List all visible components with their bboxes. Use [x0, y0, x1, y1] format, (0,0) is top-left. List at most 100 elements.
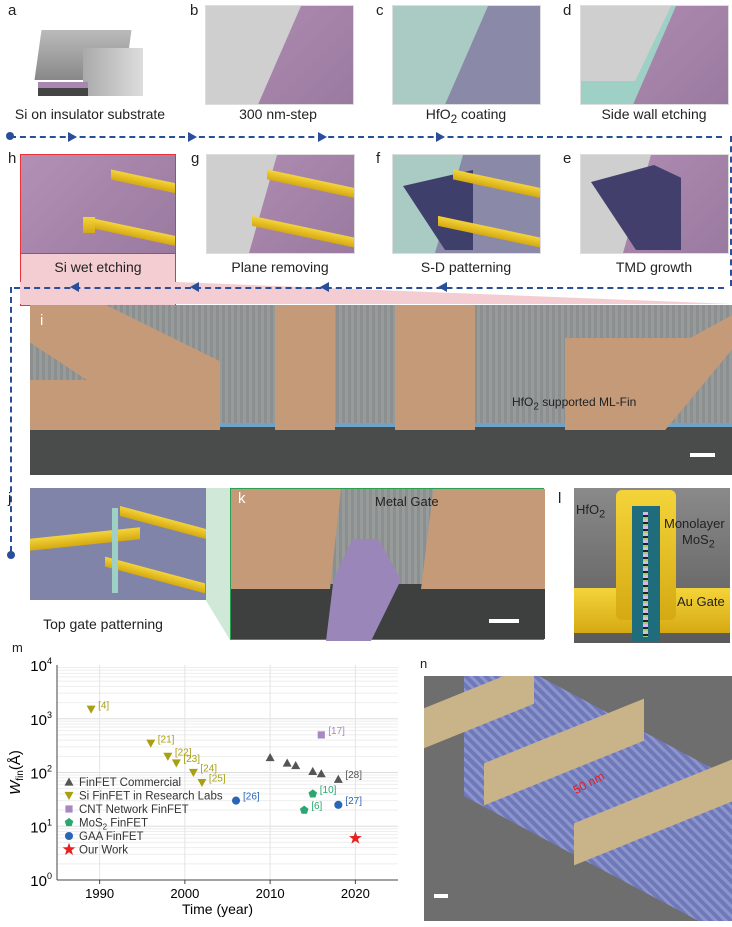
flow-arrow-down [10, 287, 16, 552]
legend-marker [64, 818, 74, 827]
step-render [205, 5, 354, 105]
panel-label-h: h [8, 150, 17, 167]
legend-entry: MoS2 FinFET [79, 818, 148, 832]
side-wall-render [580, 5, 729, 105]
y-tick-label: 100 [30, 871, 52, 890]
data-point [317, 731, 325, 739]
arrow-left-icon [320, 282, 329, 292]
legend-marker [64, 777, 74, 786]
data-label: [25] [209, 774, 226, 785]
legend-marker [62, 842, 76, 855]
flow-end-dot [7, 551, 15, 559]
y-tick-label: 103 [30, 710, 52, 729]
panel-label-j: j [8, 490, 12, 507]
sem-image-nanosheets: 50 nm [424, 676, 732, 921]
annotation-metal-gate: Metal Gate [375, 494, 439, 509]
data-point [334, 800, 343, 809]
caption-g: Plane removing [231, 259, 329, 275]
caption-f: S-D patterning [420, 259, 512, 275]
plane-removing-render [206, 154, 355, 254]
arrow-right-icon [68, 132, 77, 142]
x-tick-label: 2000 [170, 886, 199, 901]
highlight-wedge [20, 282, 732, 304]
soi-substrate-render [28, 20, 163, 100]
data-label: [6] [311, 801, 322, 812]
legend-entry: CNT Network FinFET [79, 804, 189, 816]
caption-j: Top gate patterning [43, 616, 163, 632]
label-au-gate: Au Gate [677, 594, 725, 609]
sd-patterning-render [392, 154, 541, 254]
caption-c: HfO2 coating [425, 106, 507, 126]
data-point [188, 768, 198, 777]
top-gate-render [30, 488, 206, 600]
data-point [265, 753, 275, 762]
sem-image-gate [230, 488, 545, 641]
sem-image-fins [30, 305, 732, 475]
panel-label-n: n [420, 656, 428, 671]
label-mos2: MoS2 [682, 532, 715, 551]
data-point [308, 766, 318, 775]
panel-label-d: d [563, 2, 572, 19]
data-label: [22] [175, 747, 192, 758]
data-label: [23] [183, 754, 200, 765]
data-point [291, 760, 301, 770]
scale-bar [489, 619, 519, 623]
arrow-left-icon [438, 282, 447, 292]
data-point [308, 789, 317, 798]
data-point [316, 769, 326, 778]
tmd-growth-render [580, 154, 729, 254]
arrow-left-icon [70, 282, 79, 292]
panel-label-i: i [40, 312, 44, 329]
legend-marker [64, 791, 74, 800]
data-point [86, 705, 96, 714]
scale-bar [690, 453, 715, 457]
y-tick-label: 101 [30, 817, 52, 836]
x-tick-label: 1990 [85, 886, 114, 901]
data-label: [17] [328, 726, 345, 737]
data-label: [26] [243, 792, 260, 803]
data-point [333, 774, 343, 783]
data-point [146, 739, 156, 748]
legend-entry: FinFET Commercial [79, 777, 181, 789]
legend-entry: Si FinFET in Research Labs [79, 791, 223, 803]
data-label: [4] [98, 700, 109, 711]
fin-width-chart: 1990 2000 2010 2020 100 101 102 103 104 Time (yea… [7, 656, 398, 917]
legend-entry: Our Work [79, 845, 128, 857]
arrow-left-icon [190, 282, 199, 292]
caption-b: 300 nm-step [239, 106, 317, 122]
legend-marker [64, 831, 74, 841]
data-point [282, 758, 292, 767]
flow-arrow-right-turn [720, 136, 732, 286]
panel-label-a: a [8, 2, 17, 19]
y-axis-label: Wfin(Å) [7, 750, 26, 795]
data-label: [10] [320, 785, 337, 796]
data-point [171, 759, 181, 768]
legend-entry: GAA FinFET [79, 831, 144, 843]
x-tick-label: 2010 [256, 886, 285, 901]
flow-start-dot [6, 132, 14, 140]
label-monolayer: Monolayer [664, 516, 725, 531]
data-point [349, 831, 362, 844]
panel-label-m: m [12, 640, 23, 655]
flow-arrow-top [10, 136, 722, 138]
data-label: [24] [200, 764, 217, 775]
si-wet-etching-render [20, 154, 176, 254]
arrow-right-icon [436, 132, 445, 142]
x-axis-label: Time (year) [182, 901, 253, 917]
panel-label-g: g [191, 150, 200, 167]
caption-d: Side wall etching [601, 106, 707, 122]
x-tick-label: 2020 [341, 886, 370, 901]
data-point [299, 805, 309, 814]
gaa-cross-section-render [574, 488, 730, 643]
caption-a: Si on insulator substrate [14, 106, 166, 122]
y-tick-label: 104 [30, 656, 52, 675]
arrow-right-icon [318, 132, 327, 142]
hfo2-coating-render [392, 5, 541, 105]
caption-h: Si wet etching [54, 259, 142, 275]
panel-label-c: c [376, 2, 384, 19]
panel-label-f: f [376, 150, 381, 167]
data-point [231, 796, 241, 805]
data-point [197, 778, 207, 788]
data-point [163, 752, 173, 761]
caption-e: TMD growth [615, 259, 693, 275]
